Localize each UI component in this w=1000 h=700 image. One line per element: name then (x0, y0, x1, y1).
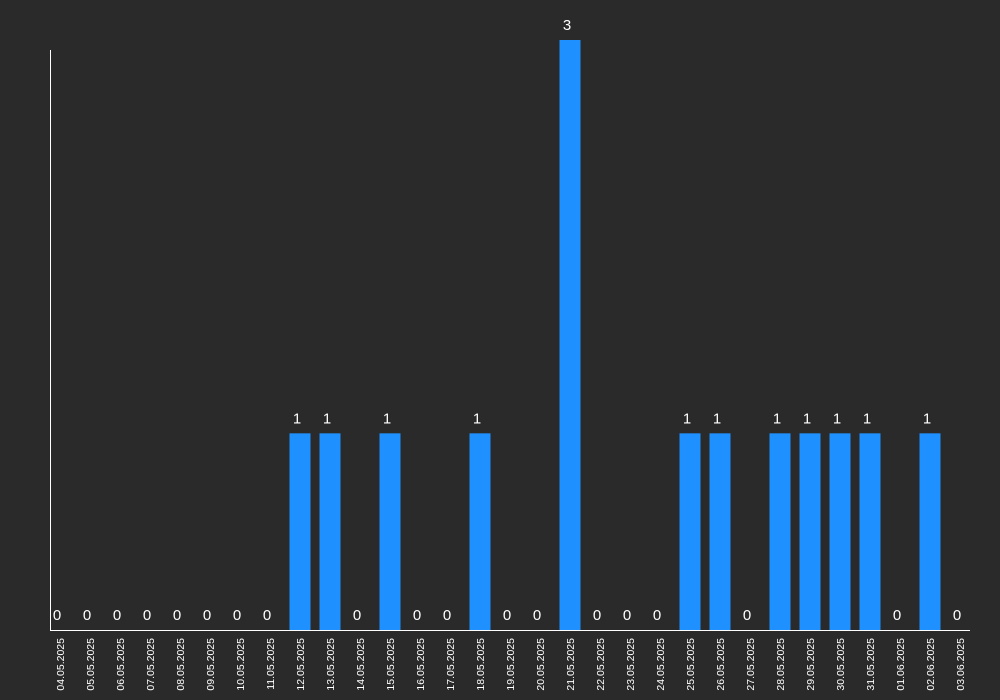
x-tick-label-31.05.2025: 31.05.2025 (865, 638, 877, 691)
x-tick-label-17.05.2025: 17.05.2025 (445, 638, 457, 691)
value-label-05.05.2025: 0 (83, 607, 91, 624)
value-labels-group: 0 0 0 0 0 0 0 0 1 1 0 1 0 0 1 0 0 3 0 0 0 1 1 0 1 1 1 1 0 1 0 (53, 17, 961, 624)
value-label-24.05.2025: 0 (653, 607, 661, 624)
bar-02.06.2025 (919, 433, 941, 630)
value-label-01.06.2025: 0 (893, 607, 901, 624)
value-label-17.05.2025: 0 (443, 607, 451, 624)
x-tick-label-22.05.2025: 22.05.2025 (595, 638, 607, 691)
value-label-30.05.2025: 1 (833, 410, 841, 427)
value-label-11.05.2025: 0 (263, 607, 271, 624)
value-label-20.05.2025: 0 (533, 607, 541, 624)
value-label-25.05.2025: 1 (683, 410, 691, 427)
x-tick-label-11.05.2025: 11.05.2025 (265, 638, 277, 690)
bar-15.05.2025 (379, 433, 401, 630)
value-label-19.05.2025: 0 (503, 607, 511, 624)
x-tick-label-02.06.2025: 02.06.2025 (925, 638, 937, 691)
value-label-23.05.2025: 0 (623, 607, 631, 624)
bar-26.05.2025 (709, 433, 731, 630)
bar-31.05.2025 (859, 433, 881, 630)
x-tick-label-20.05.2025: 20.05.2025 (535, 638, 547, 691)
x-tick-label-14.05.2025: 14.05.2025 (355, 638, 367, 691)
value-label-06.05.2025: 0 (113, 607, 121, 624)
x-tick-label-08.05.2025: 08.05.2025 (175, 638, 187, 691)
bar-25.05.2025 (679, 433, 701, 630)
x-tick-label-10.05.2025: 10.05.2025 (235, 638, 247, 691)
value-label-27.05.2025: 0 (743, 607, 751, 624)
bar-12.05.2025 (289, 433, 311, 630)
bar-13.05.2025 (319, 433, 341, 630)
value-label-15.05.2025: 1 (383, 410, 391, 427)
bar-21.05.2025 (559, 40, 581, 630)
value-label-13.05.2025: 1 (323, 410, 331, 427)
value-label-09.05.2025: 0 (203, 607, 211, 624)
x-tick-label-01.06.2025: 01.06.2025 (895, 638, 907, 691)
value-label-22.05.2025: 0 (593, 607, 601, 624)
bar-30.05.2025 (829, 433, 851, 630)
x-tick-label-12.05.2025: 12.05.2025 (295, 638, 307, 691)
x-tick-label-09.05.2025: 09.05.2025 (205, 638, 217, 691)
value-label-10.05.2025: 0 (233, 607, 241, 624)
value-label-04.05.2025: 0 (53, 607, 61, 624)
x-tick-label-25.05.2025: 25.05.2025 (685, 638, 697, 691)
x-tick-label-30.05.2025: 30.05.2025 (835, 638, 847, 691)
value-label-14.05.2025: 0 (353, 607, 361, 624)
value-label-07.05.2025: 0 (143, 607, 151, 624)
x-tick-label-03.06.2025: 03.06.2025 (955, 638, 967, 691)
value-label-21.05.2025: 3 (563, 17, 571, 34)
x-tick-label-27.05.2025: 27.05.2025 (745, 638, 757, 691)
x-tick-label-29.05.2025: 29.05.2025 (805, 638, 817, 691)
value-label-12.05.2025: 1 (293, 410, 301, 427)
x-tick-label-05.05.2025: 05.05.2025 (85, 638, 97, 691)
bar-28.05.2025 (769, 433, 791, 630)
x-tick-label-07.05.2025: 07.05.2025 (145, 638, 157, 691)
value-label-26.05.2025: 1 (713, 410, 721, 427)
x-tick-label-21.05.2025: 21.05.2025 (565, 638, 577, 691)
value-label-02.06.2025: 1 (923, 410, 931, 427)
x-tick-label-23.05.2025: 23.05.2025 (625, 638, 637, 691)
x-tick-label-26.05.2025: 26.05.2025 (715, 638, 727, 691)
value-label-29.05.2025: 1 (803, 410, 811, 427)
x-tick-label-04.05.2025: 04.05.2025 (55, 638, 67, 691)
x-tick-label-18.05.2025: 18.05.2025 (475, 638, 487, 691)
value-label-31.05.2025: 1 (863, 410, 871, 427)
value-label-16.05.2025: 0 (413, 607, 421, 624)
bars-group (289, 40, 941, 630)
bar-18.05.2025 (469, 433, 491, 630)
x-tick-label-24.05.2025: 24.05.2025 (655, 638, 667, 691)
x-tick-label-13.05.2025: 13.05.2025 (325, 638, 337, 691)
value-label-18.05.2025: 1 (473, 410, 481, 427)
x-tick-label-19.05.2025: 19.05.2025 (505, 638, 517, 691)
value-label-28.05.2025: 1 (773, 410, 781, 427)
x-tick-label-16.05.2025: 16.05.2025 (415, 638, 427, 691)
x-tick-labels-group: 04.05.2025 05.05.2025 06.05.2025 07.05.2025… (55, 638, 967, 691)
value-label-08.05.2025: 0 (173, 607, 181, 624)
x-tick-label-15.05.2025: 15.05.2025 (385, 638, 397, 691)
value-label-03.06.2025: 0 (953, 607, 961, 624)
x-tick-label-06.05.2025: 06.05.2025 (115, 638, 127, 691)
x-tick-label-28.05.2025: 28.05.2025 (775, 638, 787, 691)
bar-29.05.2025 (799, 433, 821, 630)
